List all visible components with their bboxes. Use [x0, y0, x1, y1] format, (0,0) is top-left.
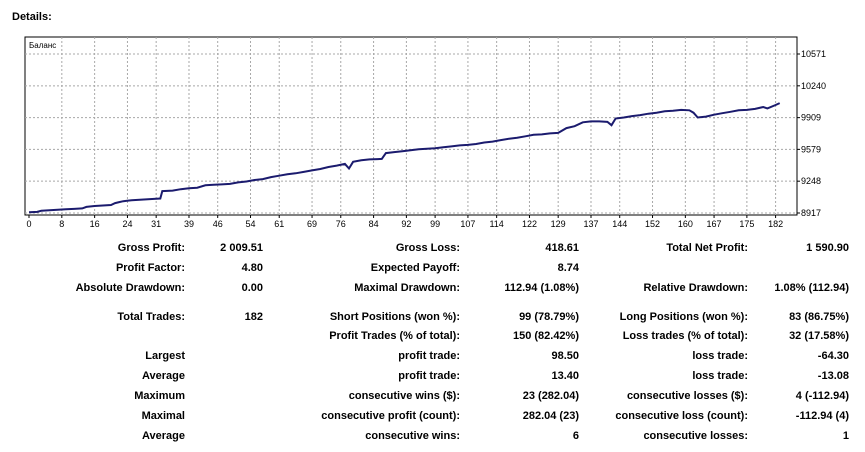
gross-profit-value: 2 009.51 [220, 242, 263, 254]
balance-series-line [28, 102, 781, 214]
average-loss-label: loss trade: [692, 370, 748, 382]
average-label: Average [141, 370, 185, 382]
loss-trades-value: 32 (17.58%) [789, 330, 849, 342]
relative-drawdown-label: Relative Drawdown: [643, 282, 748, 294]
x-tick-label: 129 [551, 219, 566, 229]
maximal-consecutive-loss-value: -112.94 (4) [795, 410, 849, 422]
x-tick-label: 69 [307, 219, 317, 229]
largest-profit-label: profit trade: [398, 350, 460, 362]
profit-trades-value: 150 (82.42%) [512, 330, 579, 342]
x-axis-ticks: 0 8 16 24 31 39 46 54 61 69 76 84 92 99 107 114 122 129 13… [26, 215, 783, 229]
gross-loss-label: Gross Loss: [395, 242, 460, 254]
x-tick-label: 24 [122, 219, 132, 229]
y-tick-label: 10571 [801, 49, 826, 59]
profit-factor-label: Profit Factor: [115, 262, 185, 274]
gross-profit-label: Gross Profit: [117, 242, 185, 254]
x-tick-label: 54 [246, 219, 256, 229]
profit-factor-value: 4.80 [241, 262, 263, 274]
short-positions-label: Short Positions (won %): [329, 311, 460, 323]
absolute-drawdown-label: Absolute Drawdown: [75, 282, 185, 294]
average-consecutive-wins-value: 6 [572, 430, 579, 442]
total-trades-label: Total Trades: [117, 311, 185, 323]
loss-trades-label: Loss trades (% of total): [622, 330, 748, 342]
y-axis-ticks: 10571 10240 9909 9579 9248 8917 [797, 49, 826, 218]
average-consecutive-losses-value: 1 [842, 430, 849, 442]
maximal-consecutive-profit-label: consecutive profit (count): [321, 410, 460, 422]
average-consecutive-losses-label: consecutive losses: [643, 430, 748, 442]
chart-grid-vertical [61, 37, 777, 215]
total-trades-value: 182 [244, 311, 263, 323]
total-net-profit-value: 1 590.90 [806, 242, 849, 254]
short-positions-value: 99 (78.79%) [519, 311, 579, 323]
long-positions-value: 83 (86.75%) [789, 311, 849, 323]
y-tick-label: 9579 [801, 144, 821, 154]
maximum-label: Maximum [134, 390, 185, 402]
maximal-drawdown-label: Maximal Drawdown: [354, 282, 460, 294]
average-consecutive-wins-label: consecutive wins: [365, 430, 460, 442]
largest-profit-value: 98.50 [551, 350, 579, 362]
x-tick-label: 152 [645, 219, 660, 229]
x-tick-label: 144 [612, 219, 627, 229]
x-tick-label: 107 [460, 219, 475, 229]
x-tick-label: 61 [274, 219, 284, 229]
x-tick-label: 122 [522, 219, 537, 229]
profit-trades-label: Profit Trades (% of total): [329, 330, 460, 342]
total-net-profit-label: Total Net Profit: [666, 242, 748, 254]
x-tick-label: 99 [430, 219, 440, 229]
x-tick-label: 16 [90, 219, 100, 229]
x-tick-label: 31 [151, 219, 161, 229]
balance-chart: Баланс 0 8 16 24 31 39 46 54 61 69 76 84 92 99 107 114 1… [24, 36, 826, 229]
y-tick-label: 9909 [801, 113, 821, 123]
average-consecutive-label: Average [141, 430, 185, 442]
x-tick-label: 182 [768, 219, 783, 229]
x-tick-label: 167 [707, 219, 722, 229]
details-heading: Details: [12, 11, 52, 23]
expected-payoff-value: 8.74 [557, 262, 579, 274]
x-tick-label: 46 [213, 219, 223, 229]
relative-drawdown-value: 1.08% (112.94) [774, 282, 849, 294]
average-profit-value: 13.40 [551, 370, 579, 382]
x-tick-label: 160 [678, 219, 693, 229]
y-tick-label: 10240 [801, 81, 826, 91]
absolute-drawdown-value: 0.00 [241, 282, 263, 294]
largest-loss-label: loss trade: [692, 350, 748, 362]
x-tick-label: 39 [184, 219, 194, 229]
average-loss-value: -13.08 [817, 370, 849, 382]
largest-loss-value: -64.30 [817, 350, 849, 362]
max-consecutive-wins-value: 23 (282.04) [522, 390, 579, 402]
x-tick-label: 92 [401, 219, 411, 229]
maximal-drawdown-value: 112.94 (1.08%) [504, 282, 579, 294]
x-tick-label: 84 [369, 219, 379, 229]
gross-loss-value: 418.61 [545, 242, 579, 254]
max-consecutive-wins-label: consecutive wins ($): [348, 390, 460, 402]
chart-frame [24, 36, 798, 216]
y-tick-label: 8917 [801, 208, 821, 218]
maximal-label: Maximal [141, 410, 185, 422]
x-tick-label: 76 [336, 219, 346, 229]
x-tick-label: 137 [583, 219, 598, 229]
maximal-consecutive-profit-value: 282.04 (23) [522, 410, 579, 422]
y-tick-label: 9248 [801, 176, 821, 186]
x-tick-label: 175 [739, 219, 754, 229]
max-consecutive-losses-value: 4 (-112.94) [795, 390, 849, 402]
series-label: Баланс [29, 41, 56, 50]
expected-payoff-label: Expected Payoff: [370, 262, 460, 274]
x-tick-label: 114 [489, 219, 503, 229]
largest-label: Largest [145, 350, 185, 362]
long-positions-label: Long Positions (won %): [619, 311, 748, 323]
max-consecutive-losses-label: consecutive losses ($): [626, 390, 748, 402]
average-profit-label: profit trade: [398, 370, 460, 382]
x-tick-label: 8 [59, 219, 64, 229]
maximal-consecutive-loss-label: consecutive loss (count): [615, 410, 748, 422]
x-tick-label: 0 [26, 219, 31, 229]
